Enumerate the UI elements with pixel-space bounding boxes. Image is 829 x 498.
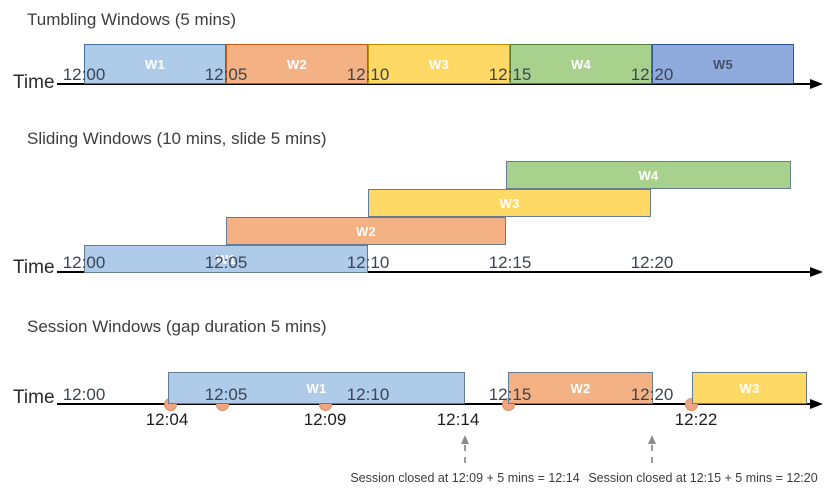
session-window-bar-w1: W1 bbox=[168, 372, 465, 404]
sliding-time-label: Time bbox=[13, 257, 55, 278]
session-event-time-label: 12:22 bbox=[674, 410, 718, 429]
sliding-window-bar-w4: W4 bbox=[506, 161, 791, 189]
session-tick-label: 12:15 bbox=[488, 385, 532, 404]
sliding-tick-label: 12:20 bbox=[630, 253, 674, 272]
sliding-title: Sliding Windows (10 mins, slide 5 mins) bbox=[27, 129, 327, 148]
tumbling-time-axis bbox=[57, 83, 810, 85]
session-callout-text: Session closed at 12:15 + 5 mins = 12:20 bbox=[588, 471, 818, 485]
session-axis-arrowhead-icon bbox=[810, 399, 823, 409]
sliding-axis-arrowhead-icon bbox=[810, 267, 823, 277]
session-tick-label: 12:05 bbox=[204, 385, 248, 404]
tumbling-window-label-w2: W2 bbox=[286, 56, 308, 72]
session-tick-label: 12:10 bbox=[346, 385, 390, 404]
tumbling-tick-label: 12:10 bbox=[346, 65, 390, 84]
tumbling-axis-arrowhead-icon bbox=[810, 79, 823, 89]
session-callout-arrow-stem bbox=[464, 445, 466, 463]
session-title: Session Windows (gap duration 5 mins) bbox=[27, 317, 327, 336]
session-callout-arrow-stem bbox=[651, 445, 653, 463]
session-callout-text: Session closed at 12:09 + 5 mins = 12:14 bbox=[350, 471, 580, 485]
tumbling-window-bar-w4: W4 bbox=[510, 44, 652, 84]
sliding-window-label-w1: W1 bbox=[215, 251, 237, 267]
session-tick-label: 12:20 bbox=[630, 385, 674, 404]
sliding-window-label-w3: W3 bbox=[499, 195, 520, 211]
session-window-bar-w2: W2 bbox=[508, 372, 653, 404]
tumbling-tick-label: 12:05 bbox=[204, 65, 248, 84]
session-window-bar-w3: W3 bbox=[692, 372, 807, 404]
sliding-tick-label: 12:10 bbox=[346, 253, 390, 272]
session-tick-label: 12:00 bbox=[62, 385, 106, 404]
sliding-tick-label: 12:05 bbox=[204, 253, 248, 272]
sliding-window-bar-w2: W2 bbox=[226, 217, 506, 245]
session-time-axis bbox=[57, 403, 810, 405]
sliding-window-bar-w1: W1 bbox=[84, 245, 368, 273]
tumbling-window-label-w3: W3 bbox=[428, 56, 450, 72]
tumbling-window-bar-w2: W2 bbox=[226, 44, 368, 84]
tumbling-window-bar-w1: W1 bbox=[84, 44, 226, 84]
sliding-window-label-w2: W2 bbox=[355, 223, 377, 239]
tumbling-tick-label: 12:00 bbox=[62, 65, 106, 84]
tumbling-tick-label: 12:20 bbox=[630, 65, 674, 84]
session-event-time-label: 12:14 bbox=[436, 410, 480, 429]
tumbling-time-label: Time bbox=[13, 72, 55, 93]
session-window-label-w3: W3 bbox=[739, 380, 760, 396]
tumbling-window-bar-w3: W3 bbox=[368, 44, 510, 84]
tumbling-tick-label: 12:15 bbox=[488, 65, 532, 84]
session-callout-arrowhead-icon bbox=[648, 435, 656, 444]
session-event-time-label: 12:04 bbox=[145, 410, 189, 429]
session-time-label: Time bbox=[13, 387, 55, 408]
sliding-tick-label: 12:15 bbox=[488, 253, 532, 272]
sliding-time-axis bbox=[57, 271, 810, 273]
tumbling-window-label-w1: W1 bbox=[144, 56, 166, 72]
session-event-time-label: 12:09 bbox=[303, 410, 347, 429]
tumbling-window-label-w4: W4 bbox=[570, 56, 592, 72]
tumbling-window-label-w5: W5 bbox=[712, 56, 734, 72]
session-window-label-w2: W2 bbox=[570, 380, 591, 396]
sliding-window-bar-w3: W3 bbox=[368, 189, 651, 217]
session-window-label-w1: W1 bbox=[306, 380, 327, 396]
tumbling-window-bar-w5: W5 bbox=[652, 44, 794, 84]
sliding-tick-label: 12:00 bbox=[62, 253, 106, 272]
sliding-window-label-w4: W4 bbox=[638, 167, 659, 183]
session-callout-arrowhead-icon bbox=[461, 435, 469, 444]
tumbling-title: Tumbling Windows (5 mins) bbox=[27, 10, 237, 29]
